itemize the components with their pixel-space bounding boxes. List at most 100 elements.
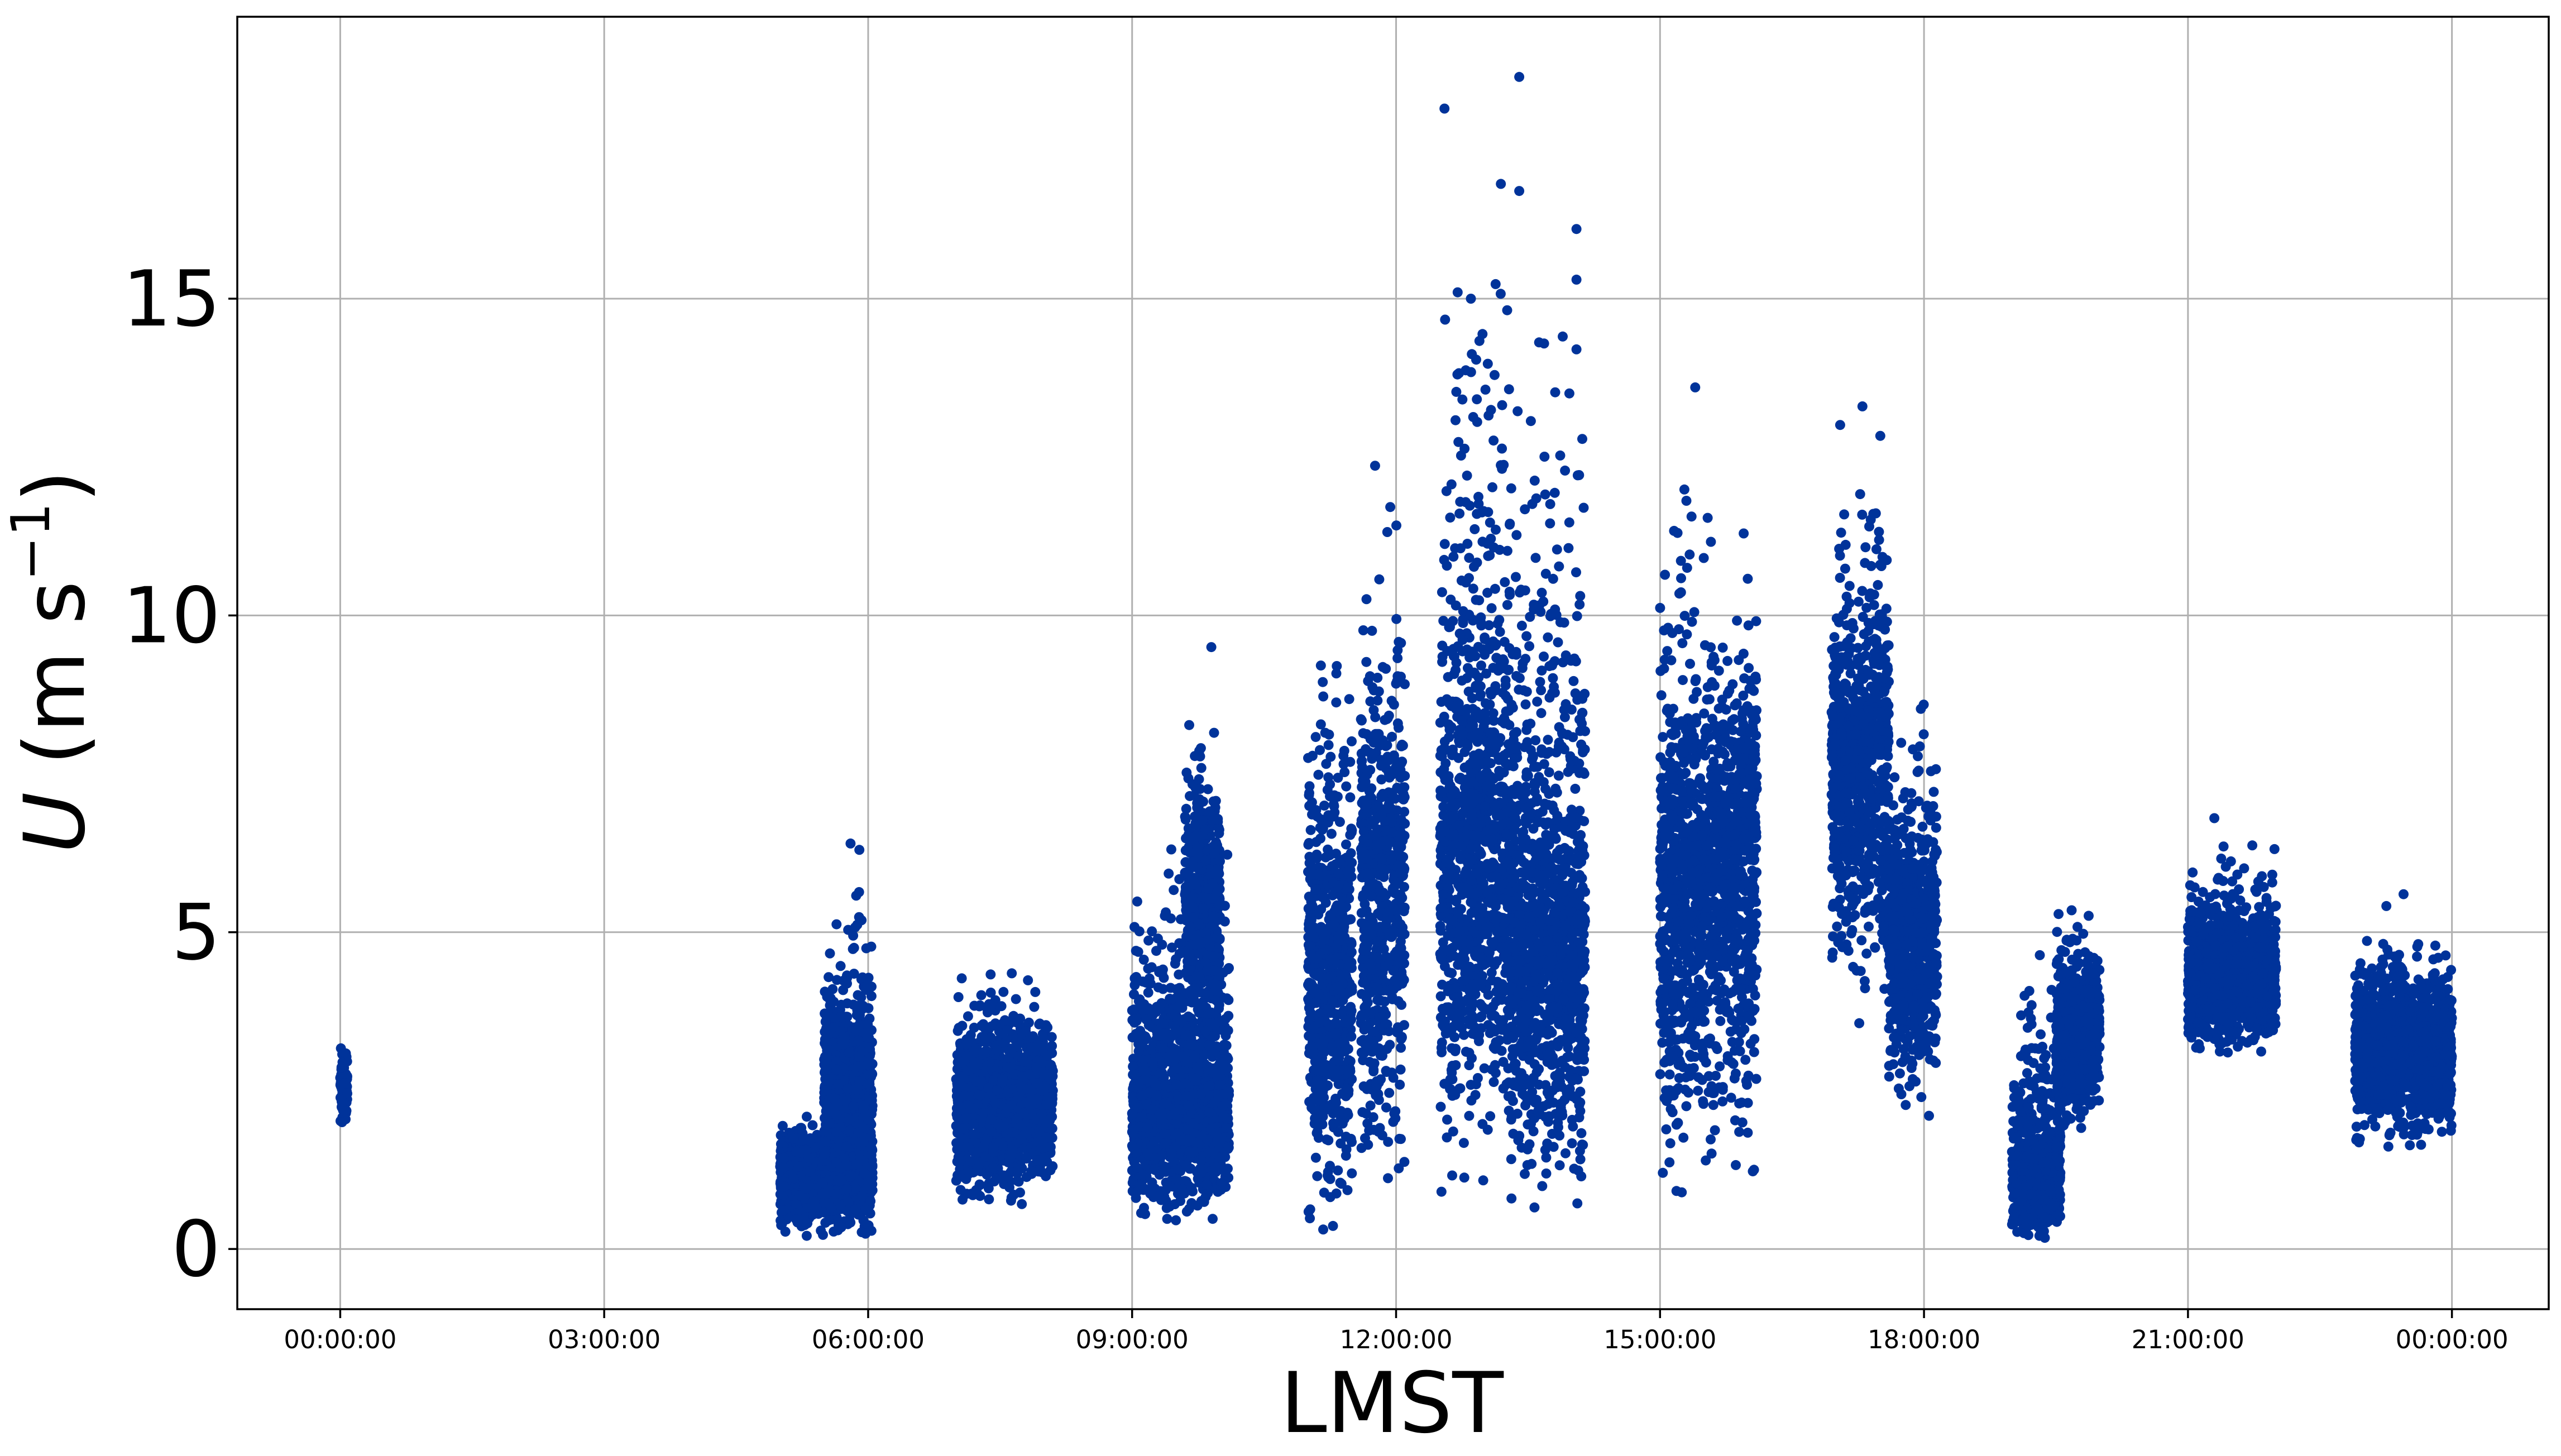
data-point — [984, 1194, 994, 1205]
data-point — [1175, 1196, 1185, 1206]
data-point — [1038, 1153, 1049, 1163]
data-point — [997, 1077, 1008, 1088]
data-point — [861, 943, 872, 954]
data-point — [980, 1033, 991, 1044]
data-point — [852, 1085, 863, 1095]
data-point — [851, 1026, 862, 1036]
data-point — [981, 1047, 992, 1058]
data-point — [1003, 1053, 1014, 1063]
data-point — [828, 1093, 839, 1103]
data-point — [845, 1172, 855, 1182]
data-point — [845, 1217, 856, 1228]
data-point — [821, 1050, 832, 1060]
data-point — [824, 972, 834, 983]
data-point — [864, 1042, 875, 1053]
data-point — [823, 1215, 834, 1226]
data-point — [1129, 989, 1139, 999]
data-point — [971, 1076, 982, 1087]
data-point — [1045, 1165, 1056, 1176]
data-point — [971, 1147, 982, 1157]
data-point — [1221, 1040, 1232, 1051]
data-point — [853, 990, 863, 1000]
data-point — [1006, 1192, 1017, 1203]
data-point — [864, 1094, 875, 1105]
data-point — [1023, 975, 1033, 985]
data-point — [1004, 1182, 1014, 1192]
data-point — [951, 1138, 961, 1148]
data-point — [1171, 1215, 1181, 1225]
data-point — [850, 1204, 861, 1214]
data-point — [990, 1098, 1001, 1108]
data-point — [992, 1045, 1002, 1055]
data-point — [1017, 1071, 1028, 1082]
data-point — [972, 1163, 983, 1174]
data-point — [833, 1079, 844, 1090]
data-point — [1021, 1026, 1031, 1037]
data-point — [1036, 1109, 1047, 1119]
data-point — [337, 1117, 347, 1127]
data-point — [841, 1141, 852, 1152]
data-point — [1002, 1024, 1013, 1035]
data-points — [335, 71, 2457, 1243]
data-point — [1043, 1072, 1054, 1083]
data-point — [1224, 963, 1234, 973]
data-point — [788, 1133, 799, 1144]
data-point — [986, 1021, 997, 1032]
data-point — [1007, 1144, 1018, 1155]
data-point — [953, 992, 964, 1002]
data-point — [807, 1120, 818, 1131]
data-point — [851, 1159, 862, 1170]
data-point — [1208, 1214, 1218, 1224]
data-point — [857, 972, 868, 983]
data-point — [961, 1174, 971, 1184]
data-point — [823, 1198, 834, 1209]
data-point — [975, 1090, 985, 1101]
data-point — [829, 997, 839, 1007]
data-point — [865, 1196, 876, 1206]
data-point — [963, 1011, 973, 1022]
data-point — [842, 973, 853, 983]
data-point — [1042, 1022, 1053, 1033]
data-point — [336, 1062, 347, 1072]
data-point — [958, 1194, 968, 1205]
data-point — [1139, 1203, 1149, 1213]
data-point — [1177, 1003, 1188, 1013]
data-point — [831, 1064, 842, 1075]
data-point — [1035, 1165, 1045, 1176]
data-point — [1031, 1062, 1042, 1072]
data-point — [971, 1045, 982, 1055]
data-point — [1018, 1084, 1028, 1094]
data-point — [1021, 1152, 1032, 1162]
data-point — [863, 1019, 873, 1029]
data-point — [342, 1088, 352, 1099]
data-point — [1143, 987, 1153, 998]
data-point — [988, 1142, 999, 1152]
data-point — [988, 1163, 998, 1174]
data-point — [850, 922, 860, 932]
data-point — [1003, 1103, 1013, 1113]
data-point — [810, 1142, 821, 1153]
data-point — [848, 943, 858, 954]
data-point — [838, 985, 849, 995]
data-point — [965, 1029, 976, 1040]
data-point — [837, 1040, 848, 1050]
data-point — [971, 1186, 982, 1197]
data-point — [795, 1123, 806, 1133]
data-point — [802, 1112, 812, 1122]
data-point — [835, 1200, 846, 1211]
data-point — [961, 1039, 972, 1050]
data-point — [955, 1185, 966, 1195]
data-point — [1007, 1043, 1017, 1054]
data-point — [817, 1177, 828, 1188]
data-point — [998, 1141, 1008, 1151]
data-point — [983, 1183, 994, 1194]
data-point — [835, 961, 846, 971]
data-point — [832, 1189, 842, 1199]
data-point — [1046, 1032, 1057, 1042]
data-point — [1030, 986, 1041, 997]
data-point — [957, 1021, 968, 1031]
data-point — [1013, 1163, 1023, 1174]
data-point — [848, 1101, 859, 1112]
